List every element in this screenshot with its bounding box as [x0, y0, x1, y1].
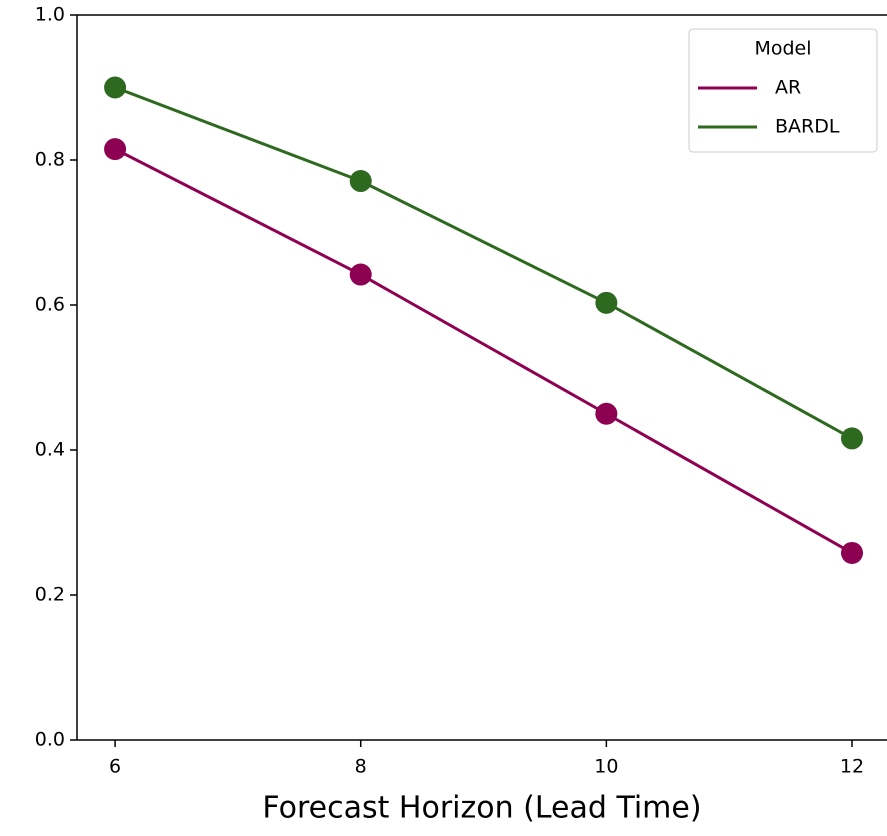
series-line: [114, 147, 853, 555]
legend-label: AR: [775, 77, 801, 99]
data-point: [595, 402, 618, 425]
data-point: [595, 291, 618, 314]
data-point: [349, 170, 372, 193]
y-tick-label: 0.8: [35, 149, 65, 171]
legend-box: [688, 28, 878, 153]
x-tick-label: 8: [355, 756, 367, 778]
data-point: [104, 138, 127, 161]
y-tick-label: 0.6: [35, 294, 65, 316]
x-tick-label: 10: [594, 756, 618, 778]
data-point: [840, 427, 863, 450]
series-line: [114, 86, 853, 440]
y-tick-label: 1.0: [35, 4, 65, 26]
x-tick-label: 12: [840, 756, 864, 778]
x-axis-label: Forecast Horizon (Lead Time): [262, 791, 701, 826]
data-point: [104, 76, 127, 99]
y-tick-label: 0.2: [35, 584, 65, 606]
legend-title: Model: [754, 38, 811, 60]
y-tick-label: 0.0: [35, 729, 65, 751]
legend-label: BARDL: [775, 116, 840, 138]
data-point: [349, 263, 372, 286]
y-tick-label: 0.4: [35, 439, 65, 461]
x-tick-label: 6: [109, 756, 121, 778]
data-point: [840, 541, 863, 564]
